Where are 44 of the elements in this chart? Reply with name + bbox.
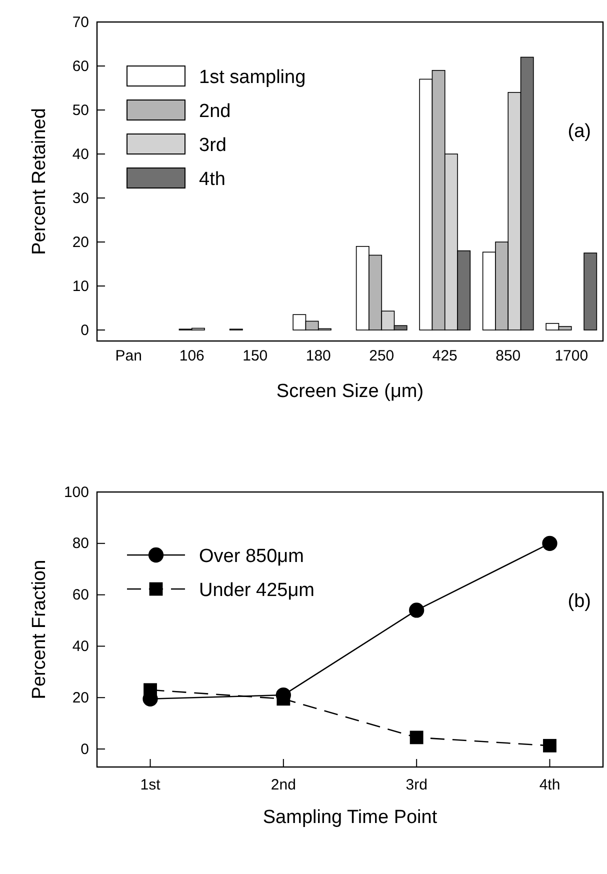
point [409,602,424,618]
y-tick-label: 0 [80,322,89,339]
y-tick-label: 40 [72,146,89,163]
y-axis-title: Percent Retained [29,108,50,255]
x-tick-label: 1st [140,776,162,794]
y-tick-label: 40 [72,638,89,656]
x-tick-label: 850 [496,348,521,364]
x-axis-title: Screen Size (μm) [276,381,424,402]
annotation: (a) [568,121,591,142]
y-tick-label: 50 [72,102,89,119]
x-tick-label: 106 [179,348,204,364]
x-tick-label: 2nd [270,776,296,794]
x-tick-label: 150 [242,348,268,364]
legend-label: 2nd [199,101,231,122]
y-tick-label: 60 [72,58,89,75]
legend-label: 3rd [199,135,226,156]
y-tick-label: 80 [72,535,89,552]
y-tick-label: 0 [80,740,89,758]
y-tick-label: 30 [72,190,89,207]
point [542,536,558,551]
point [410,730,424,744]
y-tick-label: 70 [72,14,89,31]
x-tick-label: 425 [432,348,458,364]
x-axis-title: Sampling Time Point [262,807,438,828]
x-tick-label: Pan [115,348,142,364]
y-tick-label: 10 [72,278,89,295]
legend-label: Over 850μm [199,546,304,567]
y-axis-title: Percent Fraction [29,560,50,700]
y-tick-label: 20 [72,234,89,251]
point [543,738,556,752]
x-tick-label: 250 [369,348,394,364]
y-tick-label: 20 [72,689,89,706]
x-tick-label: 1700 [554,348,588,364]
legend-label: 4th [199,169,226,190]
y-tick-label: 60 [72,586,89,604]
y-tick-label: 100 [64,484,89,501]
x-tick-label: 180 [306,348,331,364]
legend-label: 1st sampling [199,67,306,88]
x-tick-label: 3rd [406,776,428,794]
annotation: (b) [568,591,591,612]
bar [584,252,598,330]
legend-label: Under 425μm [199,580,315,601]
point [144,683,157,697]
x-tick-label: 4th [539,776,560,794]
